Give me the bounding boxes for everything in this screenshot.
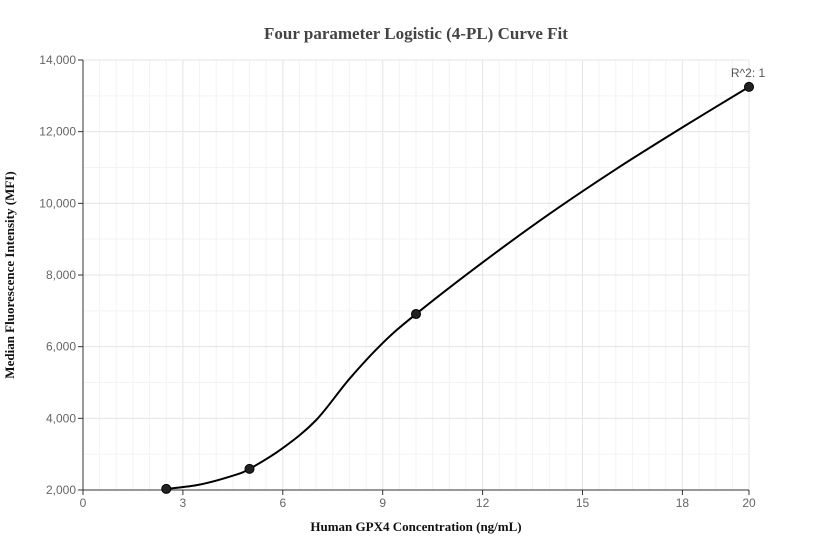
x-tick-label: 18 [676, 496, 690, 510]
y-tick-label: 14,000 [39, 53, 76, 67]
y-axis-label: Median Fluorescence Intensity (MFI) [2, 171, 17, 378]
y-tick-label: 12,000 [39, 125, 76, 139]
y-axis-ticks: 2,000 4,000 6,000 8,000 10,000 12,000 14,000 [39, 53, 83, 497]
data-points [161, 81, 754, 494]
x-tick-label: 12 [476, 496, 490, 510]
data-point [244, 463, 255, 474]
data-point [161, 483, 172, 494]
x-tick-label: 15 [576, 496, 590, 510]
major-grid [82, 59, 750, 491]
fit-curve-line [166, 86, 750, 490]
y-tick-label: 4,000 [46, 411, 76, 425]
x-axis-label: Human GPX4 Concentration (ng/mL) [310, 519, 521, 534]
data-point [411, 309, 421, 320]
x-tick-label: 9 [379, 496, 386, 510]
y-tick-label: 10,000 [39, 196, 76, 210]
y-tick-label: 6,000 [46, 340, 76, 354]
x-tick-label: 3 [180, 496, 187, 510]
r-squared-annotation: R^2: 1 [731, 66, 766, 80]
x-axis-ticks: 0 3 6 9 12 15 18 20 [80, 490, 756, 510]
x-tick-label: 20 [742, 496, 756, 510]
data-point [744, 81, 754, 92]
y-tick-label: 8,000 [46, 268, 76, 282]
x-tick-label: 6 [279, 496, 286, 510]
chart-title: Four parameter Logistic (4-PL) Curve Fit [264, 24, 568, 43]
x-tick-label: 0 [80, 496, 87, 510]
y-tick-label: 2,000 [46, 483, 76, 497]
